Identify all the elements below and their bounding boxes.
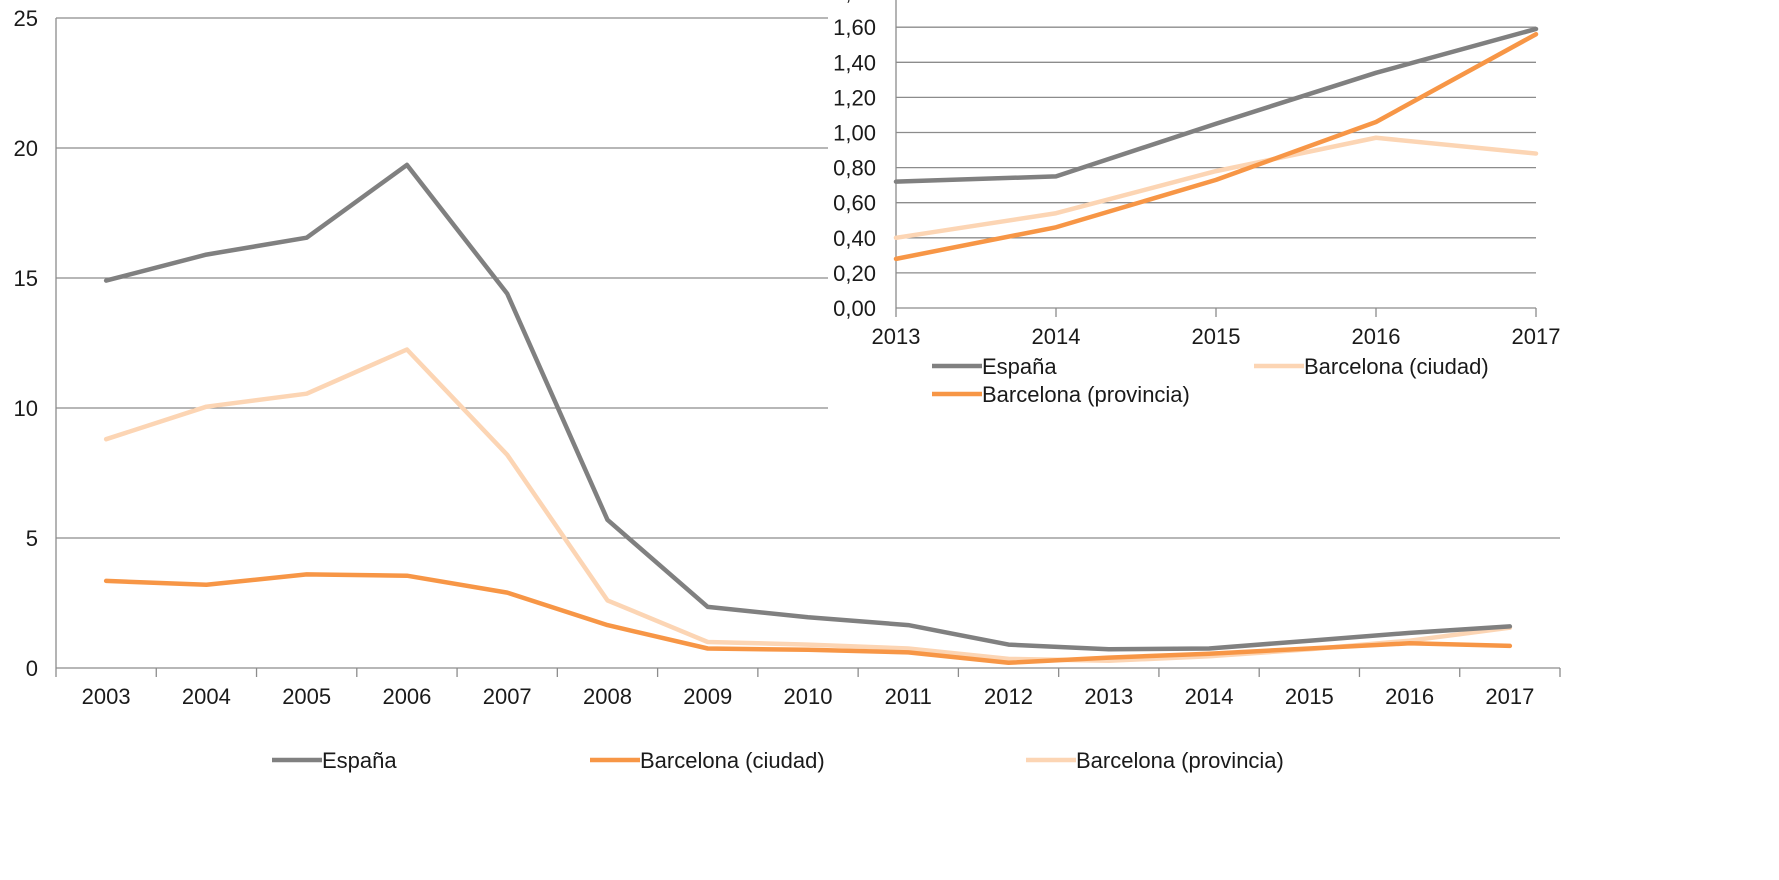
inset-y-tick-label: 1,40 xyxy=(833,50,876,75)
main-x-tick-label: 2014 xyxy=(1185,684,1234,709)
inset-y-tick-label: 1,80 xyxy=(833,0,876,5)
main-legend-label: Barcelona (ciudad) xyxy=(640,748,825,773)
inset-y-tick-label: 0,40 xyxy=(833,226,876,251)
inset-y-tick-label: 0,80 xyxy=(833,156,876,181)
main-y-tick-label: 20 xyxy=(14,136,38,161)
inset-y-tick-label: 0,60 xyxy=(833,191,876,216)
main-x-tick-label: 2017 xyxy=(1485,684,1534,709)
inset-y-tick-label: 1,00 xyxy=(833,121,876,146)
main-series-line xyxy=(103,162,1513,652)
inset-y-tick-label: 0,20 xyxy=(833,261,876,286)
main-x-tick-label: 2004 xyxy=(182,684,231,709)
inset-legend-label: Barcelona (provincia) xyxy=(982,382,1190,407)
main-x-tick-label: 2015 xyxy=(1285,684,1334,709)
main-y-tick-label: 25 xyxy=(14,6,38,31)
main-x-tick-label: 2005 xyxy=(282,684,331,709)
inset-series-line xyxy=(893,26,1539,184)
main-x-tick-label: 2012 xyxy=(984,684,1033,709)
inset-chart: 0,00 0,20 0,40 0,60 0,80 1,00 1,20 1,40 1,60 1,80… xyxy=(833,0,1560,407)
main-x-tick-label: 2007 xyxy=(483,684,532,709)
main-x-tick-label: 2006 xyxy=(382,684,431,709)
main-legend-label: España xyxy=(322,748,397,773)
inset-background xyxy=(828,0,1779,412)
main-x-tick-label: 2003 xyxy=(82,684,131,709)
inset-legend-label: España xyxy=(982,354,1057,379)
main-y-tick-label: 5 xyxy=(26,526,38,551)
main-x-tick-label: 2013 xyxy=(1084,684,1133,709)
inset-y-tick-label: 0,00 xyxy=(833,296,876,321)
inset-x-tick-label: 2017 xyxy=(1512,324,1561,349)
inset-x-tick-label: 2016 xyxy=(1352,324,1401,349)
main-x-tick-label: 2011 xyxy=(885,684,932,709)
main-x-tick-label: 2010 xyxy=(784,684,833,709)
inset-y-tick-label: 1,60 xyxy=(833,15,876,40)
inset-x-tick-label: 2013 xyxy=(872,324,921,349)
main-x-tick-label: 2008 xyxy=(583,684,632,709)
main-legend-label: Barcelona (provincia) xyxy=(1076,748,1284,773)
inset-series-line xyxy=(893,135,1539,241)
main-y-tick-label: 15 xyxy=(14,266,38,291)
inset-y-tick-label: 1,20 xyxy=(833,85,876,110)
inset-x-tick-label: 2014 xyxy=(1032,324,1081,349)
main-series-line xyxy=(103,572,1513,666)
inset-x-tick-label: 2015 xyxy=(1192,324,1241,349)
main-y-tick-label: 10 xyxy=(14,396,38,421)
main-x-tick-label: 2016 xyxy=(1385,684,1434,709)
inset-series-line xyxy=(893,31,1539,262)
main-x-tick-label: 2009 xyxy=(683,684,732,709)
inset-legend-label: Barcelona (ciudad) xyxy=(1304,354,1489,379)
main-y-tick-label: 0 xyxy=(26,656,38,681)
